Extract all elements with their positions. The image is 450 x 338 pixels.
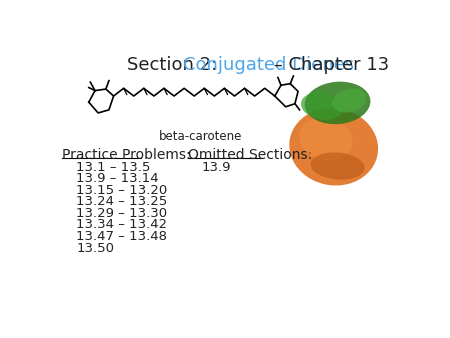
Text: Omitted Sections:: Omitted Sections: [188,148,312,162]
Text: – Chapter 13: – Chapter 13 [268,56,390,74]
Text: 13.24 – 13.25: 13.24 – 13.25 [76,195,168,208]
Text: Practice Problems:: Practice Problems: [63,148,191,162]
Ellipse shape [310,152,365,180]
Text: 13.50: 13.50 [76,242,114,255]
Text: 13.34 – 13.42: 13.34 – 13.42 [76,218,167,232]
Ellipse shape [301,92,343,120]
Text: 13.29 – 13.30: 13.29 – 13.30 [76,207,167,220]
Text: 13.1 – 13.5: 13.1 – 13.5 [76,161,151,174]
Text: 13.9 – 13.14: 13.9 – 13.14 [76,172,159,185]
Ellipse shape [299,118,353,161]
Text: 13.9: 13.9 [202,161,231,174]
Text: Conjugated Dienes: Conjugated Dienes [183,56,354,74]
Ellipse shape [289,108,378,186]
Ellipse shape [305,82,370,124]
Text: 13.15 – 13.20: 13.15 – 13.20 [76,184,168,197]
Text: Section 2:: Section 2: [127,56,223,74]
Text: 13.47 – 13.48: 13.47 – 13.48 [76,230,167,243]
Ellipse shape [332,89,366,113]
Text: beta-carotene: beta-carotene [158,130,242,143]
